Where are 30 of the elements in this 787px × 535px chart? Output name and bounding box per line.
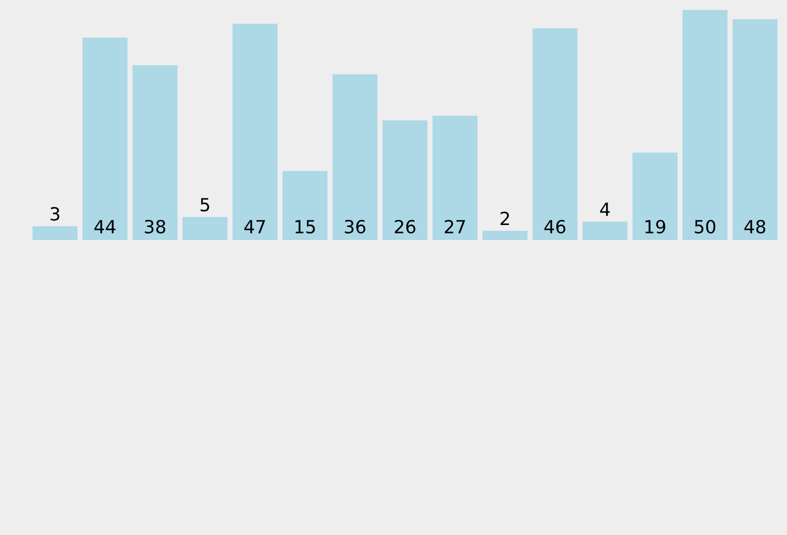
data-label: 36 [344,220,366,234]
data-label: 46 [544,220,566,234]
data-label: 47 [244,220,265,234]
bar [182,217,228,240]
data-label: 5 [200,198,210,212]
data-label: 4 [600,202,610,216]
data-label: 38 [144,220,166,234]
data-label: 48 [744,220,766,234]
data-label: 26 [394,220,416,234]
data-label: 19 [645,220,666,234]
data-label: 3 [50,207,60,221]
bar [582,222,628,240]
data-label: 44 [94,220,116,234]
bar [482,230,528,240]
bar [432,116,478,240]
bar [632,152,678,240]
bar [532,28,578,240]
bar [382,120,428,240]
bar [32,226,78,240]
bar [332,74,378,240]
bar [232,24,278,240]
bar [82,38,128,240]
bar [132,65,178,240]
data-label: 50 [694,220,716,234]
bar [732,19,778,240]
data-label: 15 [295,220,315,234]
bar [282,171,328,240]
data-label: 27 [444,220,465,234]
data-label: 2 [500,212,509,226]
bar [682,10,728,240]
